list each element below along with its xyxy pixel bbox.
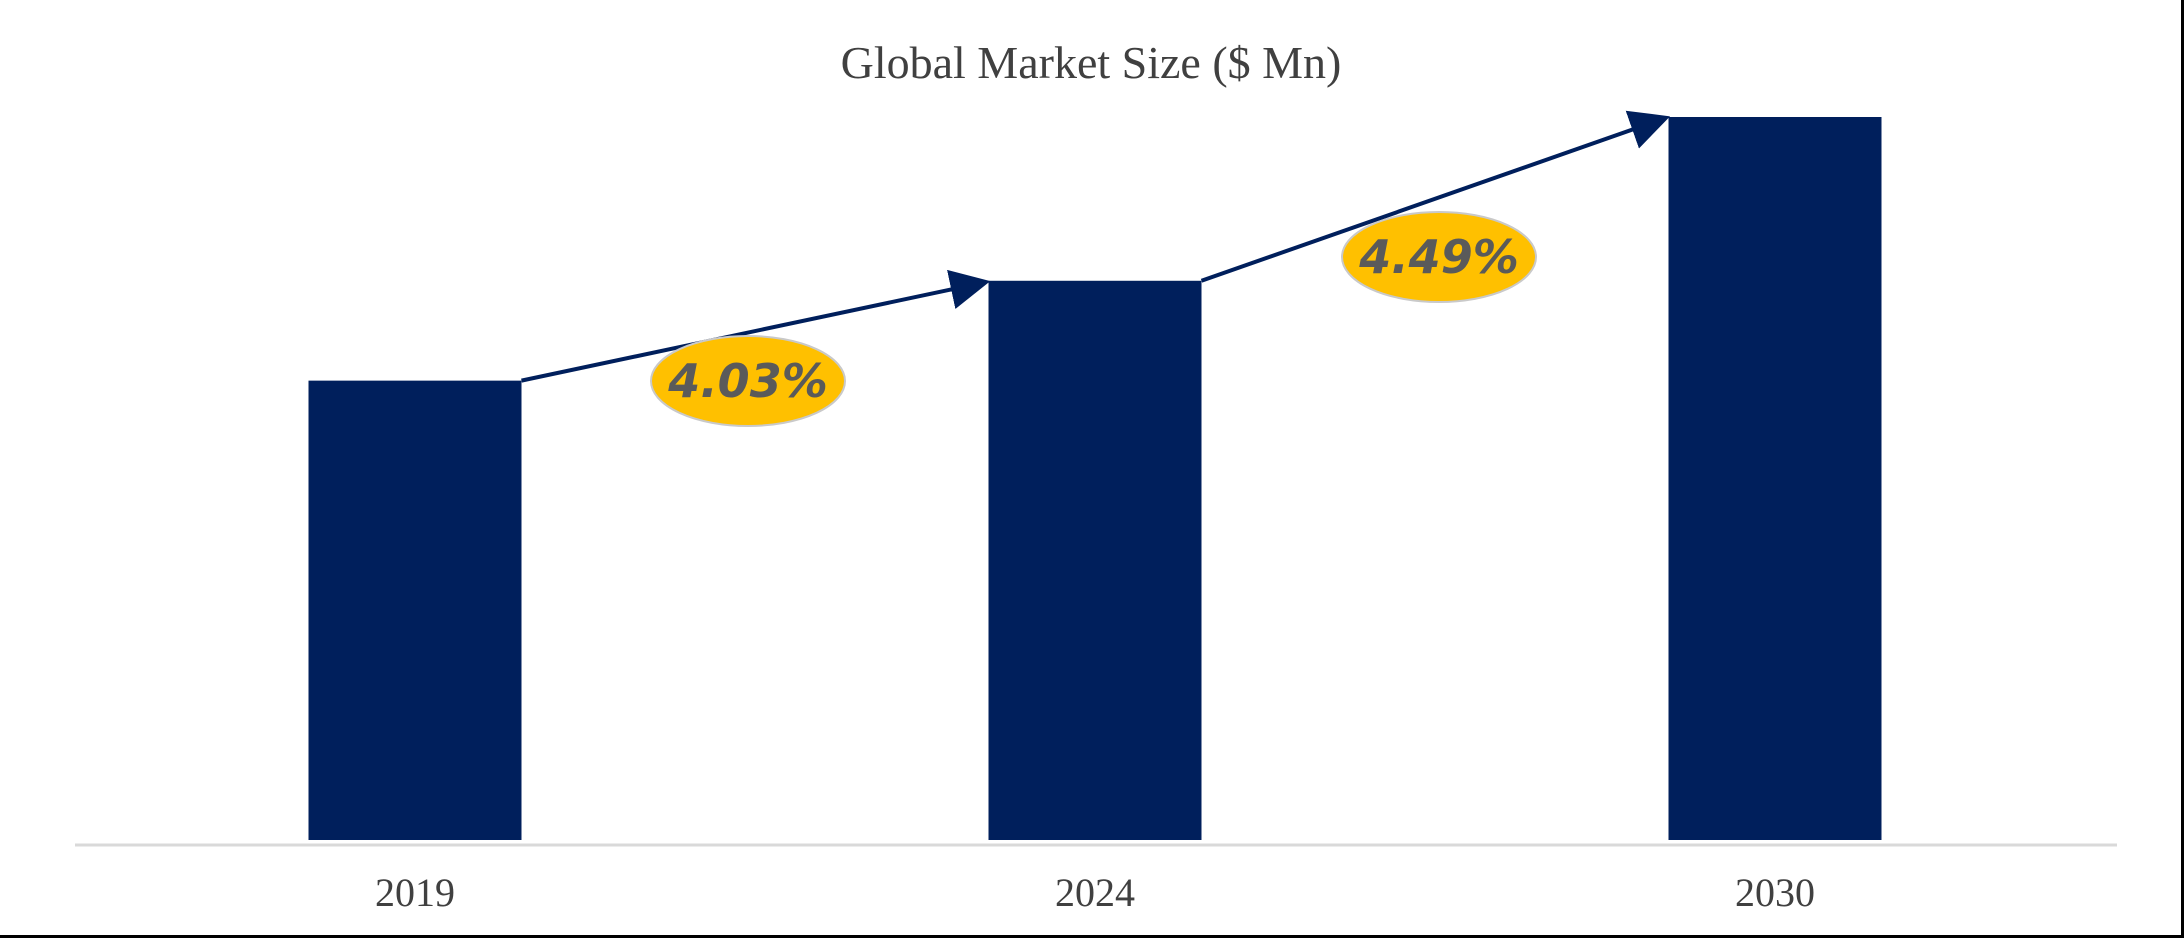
chart-title: Global Market Size ($ Mn) bbox=[841, 37, 1342, 88]
growth-arrow-1 bbox=[521, 269, 991, 383]
cagr-badges: 4.03% 4.49% bbox=[650, 211, 1537, 427]
cagr-label: 4.03% bbox=[667, 354, 828, 408]
x-tick-label-2024: 2024 bbox=[1055, 870, 1135, 915]
cagr-badge-ellipse bbox=[1341, 211, 1537, 303]
growth-arrows bbox=[521, 110, 1671, 383]
bar-2030 bbox=[1668, 117, 1882, 840]
cagr-badge-ellipse bbox=[650, 335, 846, 427]
bar-2024 bbox=[988, 280, 1202, 841]
x-tick-label-2030: 2030 bbox=[1735, 870, 1815, 915]
cagr-badge-1: 4.03% bbox=[650, 335, 846, 427]
x-tick-labels: 2019 2024 2030 bbox=[375, 870, 1815, 915]
cagr-badge-2: 4.49% bbox=[1341, 211, 1537, 303]
bars-group bbox=[308, 117, 1882, 841]
x-tick-label-2019: 2019 bbox=[375, 870, 455, 915]
cagr-label: 4.49% bbox=[1358, 230, 1519, 284]
growth-arrow-2 bbox=[1200, 110, 1671, 283]
bar-2019 bbox=[308, 380, 522, 840]
